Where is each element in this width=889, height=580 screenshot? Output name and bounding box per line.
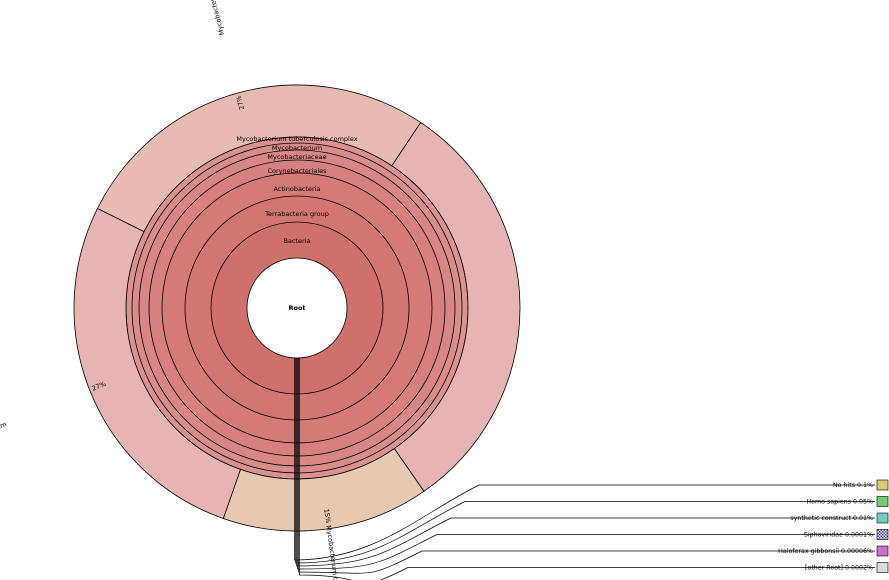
lineage-label: Mycobacterium tuberculosis complex [236,135,357,143]
root-circle[interactable] [246,257,348,359]
legend-label[interactable]: Homo sapiens 0.05% [806,499,873,506]
leaf-segment[interactable] [391,121,521,492]
legend-connector [298,358,875,574]
root-label: Root [288,304,305,312]
leaf-percent: 27% [235,95,246,111]
legend-swatch [876,529,889,540]
legend-swatch [876,512,889,524]
legend-label[interactable]: Siphoviridae 0.0001% [804,532,873,539]
legend-swatch [876,479,889,491]
leaf-label: Mycobacterium tuberculosis variant bovis [183,0,226,36]
legend-label[interactable]: Haloferax gibbonsii 0.00006% [778,548,873,555]
legend-connector [294,358,875,561]
root-center[interactable]: Root [246,257,348,359]
legend-label[interactable]: [other Root] 0.0002% [805,565,873,572]
lineage-label: Bacteria [283,237,310,245]
legend-connector [296,358,875,567]
legend-connector [295,358,875,564]
legend: No hits 0.1% Homo sapiens 0.05% synthetic … [294,358,889,580]
legend-swatch [876,496,889,507]
leaf-segment[interactable] [73,207,241,519]
legend-label[interactable]: synthetic construct 0.01% [790,515,873,522]
lineage-label: Mycobacterium [272,144,322,152]
leaf-label: Mycobacterium tuberculosis variant afric… [0,420,8,484]
legend-swatch [876,545,889,557]
lineage-label: Mycobacteriaceae [267,153,326,161]
leaf-segments [73,84,521,532]
lineage-label: Terrabacteria group [264,210,329,218]
lineage-labels: Bacteria Terrabacteria group Actinobacteri… [236,135,357,245]
legend-swatch [876,562,889,573]
legend-label[interactable]: No hits 0.1% [833,482,873,489]
legend-connector [297,358,875,570]
legend-connector [299,358,875,580]
lineage-label: Corynebacteriales [267,167,327,175]
lineage-label: Actinobacteria [273,185,320,193]
